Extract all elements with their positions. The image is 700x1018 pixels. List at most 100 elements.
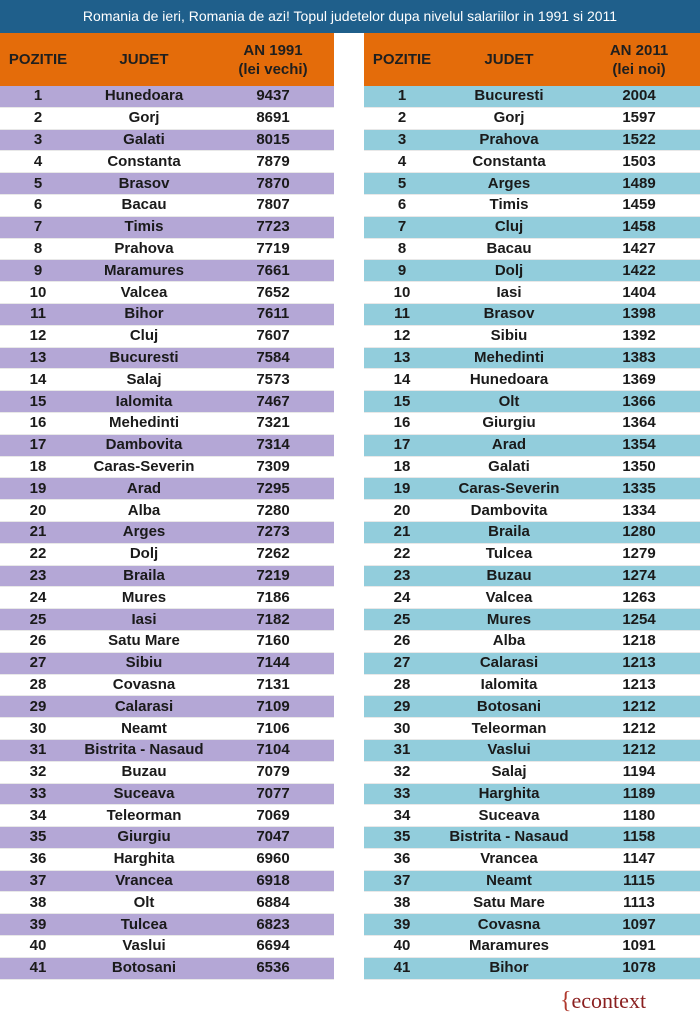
cell-value: 1335 [578, 477, 700, 501]
cell-pozitie: 7 [0, 216, 76, 239]
table-body-1991: 1 Hunedoara 9437 2 Gorj 8691 3 Galati 8015 4 Const… [0, 86, 334, 980]
table-row: 17 Arad 1354 [364, 434, 700, 457]
table-row: 23 Buzau 1274 [364, 565, 700, 588]
table-row: 11 Brasov 1398 [364, 303, 700, 326]
table-row: 4 Constanta 7879 [0, 150, 334, 174]
table-row: 34 Suceava 1180 [364, 804, 700, 828]
cell-value: 1422 [578, 259, 700, 283]
cell-pozitie: 22 [364, 543, 440, 566]
cell-judet: Valcea [76, 281, 212, 304]
table-row: 15 Ialomita 7467 [0, 390, 334, 413]
cell-judet: Alba [76, 499, 212, 522]
table-row: 23 Braila 7219 [0, 565, 334, 588]
table-row: 26 Satu Mare 7160 [0, 630, 334, 653]
table-row: 18 Galati 1350 [364, 456, 700, 479]
cell-value: 1369 [578, 368, 700, 392]
cell-value: 7106 [212, 717, 334, 740]
cell-pozitie: 39 [364, 913, 440, 937]
cell-judet: Arad [76, 477, 212, 501]
cell-pozitie: 7 [364, 216, 440, 239]
cell-value: 7280 [212, 499, 334, 522]
table-row: 37 Neamt 1115 [364, 870, 700, 893]
cell-judet: Dambovita [76, 434, 212, 457]
cell-judet: Giurgiu [76, 826, 212, 849]
table-row: 5 Brasov 7870 [0, 172, 334, 195]
cell-value: 1404 [578, 281, 700, 304]
cell-pozitie: 34 [0, 804, 76, 828]
table-row: 25 Iasi 7182 [0, 608, 334, 631]
cell-pozitie: 22 [0, 543, 76, 566]
cell-pozitie: 13 [364, 347, 440, 370]
cell-value: 6823 [212, 913, 334, 937]
header-year: AN 1991 [243, 41, 303, 59]
table-row: 40 Maramures 1091 [364, 935, 700, 958]
cell-judet: Hunedoara [440, 368, 578, 392]
cell-pozitie: 30 [364, 717, 440, 740]
cell-value: 7584 [212, 347, 334, 370]
cell-pozitie: 19 [0, 477, 76, 501]
table-row: 41 Botosani 6536 [0, 957, 334, 980]
table-row: 24 Valcea 1263 [364, 586, 700, 610]
table-row: 33 Harghita 1189 [364, 783, 700, 806]
cell-value: 7144 [212, 652, 334, 675]
cell-judet: Braila [440, 521, 578, 544]
cell-judet: Vaslui [440, 739, 578, 762]
cell-judet: Maramures [440, 935, 578, 958]
cell-pozitie: 9 [0, 259, 76, 283]
table-row: 1 Hunedoara 9437 [0, 86, 334, 108]
cell-value: 6884 [212, 891, 334, 915]
cell-pozitie: 31 [0, 739, 76, 762]
cell-value: 7109 [212, 695, 334, 719]
cell-value: 1522 [578, 129, 700, 152]
table-row: 9 Maramures 7661 [0, 259, 334, 283]
econtext-logo: {econtext [560, 987, 700, 1015]
cell-value: 1280 [578, 521, 700, 544]
cell-pozitie: 17 [0, 434, 76, 457]
cell-pozitie: 37 [364, 870, 440, 893]
cell-judet: Galati [76, 129, 212, 152]
table-row: 28 Ialomita 1213 [364, 674, 700, 697]
cell-judet: Gorj [440, 107, 578, 130]
table-row: 28 Covasna 7131 [0, 674, 334, 697]
cell-pozitie: 41 [0, 957, 76, 980]
cell-value: 1254 [578, 608, 700, 631]
cell-pozitie: 1 [0, 86, 76, 108]
cell-judet: Calarasi [440, 652, 578, 675]
cell-pozitie: 32 [364, 761, 440, 784]
table-row: 13 Mehedinti 1383 [364, 347, 700, 370]
cell-value: 1147 [578, 848, 700, 871]
cell-judet: Caras-Severin [440, 477, 578, 501]
cell-pozitie: 1 [364, 86, 440, 108]
cell-value: 6694 [212, 935, 334, 958]
table-row: 35 Giurgiu 7047 [0, 826, 334, 849]
cell-value: 1091 [578, 935, 700, 958]
table-row: 4 Constanta 1503 [364, 150, 700, 174]
column-gap [334, 33, 364, 988]
cell-judet: Satu Mare [440, 891, 578, 915]
cell-pozitie: 38 [0, 891, 76, 915]
table-row: 36 Harghita 6960 [0, 848, 334, 871]
cell-value: 1180 [578, 804, 700, 828]
cell-judet: Buzau [440, 565, 578, 588]
cell-pozitie: 6 [0, 194, 76, 217]
header-pozitie: POZITIE [364, 33, 440, 86]
cell-value: 7131 [212, 674, 334, 697]
cell-value: 7182 [212, 608, 334, 631]
table-row: 12 Sibiu 1392 [364, 325, 700, 348]
table-1991: POZITIE JUDET AN 1991 (lei vechi) 1 Hunedo… [0, 33, 334, 980]
cell-judet: Teleorman [76, 804, 212, 828]
table-row: 39 Covasna 1097 [364, 913, 700, 937]
cell-judet: Salaj [440, 761, 578, 784]
cell-judet: Olt [440, 390, 578, 413]
cell-value: 1212 [578, 717, 700, 740]
cell-judet: Mures [76, 586, 212, 610]
cell-judet: Bacau [440, 238, 578, 261]
cell-value: 1113 [578, 891, 700, 915]
cell-judet: Hunedoara [76, 86, 212, 108]
cell-value: 1115 [578, 870, 700, 893]
table-row: 5 Arges 1489 [364, 172, 700, 195]
table-row: 19 Caras-Severin 1335 [364, 477, 700, 501]
table-row: 31 Vaslui 1212 [364, 739, 700, 762]
cell-judet: Bistrita - Nasaud [440, 826, 578, 849]
cell-judet: Caras-Severin [76, 456, 212, 479]
